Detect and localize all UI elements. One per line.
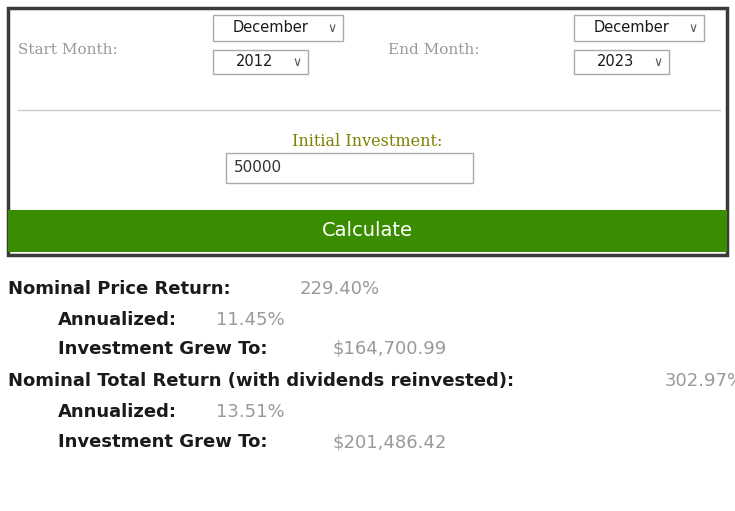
Text: Investment Grew To:: Investment Grew To: bbox=[58, 340, 268, 358]
Text: Nominal Price Return:: Nominal Price Return: bbox=[8, 280, 231, 298]
Text: December: December bbox=[232, 20, 308, 35]
Text: 2012: 2012 bbox=[236, 55, 273, 69]
Text: Calculate: Calculate bbox=[322, 221, 413, 241]
FancyBboxPatch shape bbox=[213, 50, 308, 74]
Text: 302.97%: 302.97% bbox=[665, 372, 735, 390]
Text: 13.51%: 13.51% bbox=[215, 403, 284, 421]
Text: Annualized:: Annualized: bbox=[58, 403, 177, 421]
FancyBboxPatch shape bbox=[226, 153, 473, 183]
FancyBboxPatch shape bbox=[574, 50, 669, 74]
Text: Initial Investment:: Initial Investment: bbox=[292, 133, 442, 150]
Text: Nominal Total Return (with dividends reinvested):: Nominal Total Return (with dividends rei… bbox=[8, 372, 514, 390]
Text: ∨: ∨ bbox=[653, 56, 662, 68]
Text: December: December bbox=[593, 20, 669, 35]
FancyBboxPatch shape bbox=[213, 15, 343, 41]
Text: $201,486.42: $201,486.42 bbox=[332, 433, 447, 451]
Text: Annualized:: Annualized: bbox=[58, 311, 177, 329]
Text: ∨: ∨ bbox=[689, 21, 698, 35]
Text: ∨: ∨ bbox=[293, 56, 301, 68]
Text: 229.40%: 229.40% bbox=[299, 280, 379, 298]
FancyBboxPatch shape bbox=[8, 8, 727, 255]
Text: End Month:: End Month: bbox=[388, 43, 479, 57]
Text: Investment Grew To:: Investment Grew To: bbox=[58, 433, 268, 451]
Text: 2023: 2023 bbox=[597, 55, 634, 69]
FancyBboxPatch shape bbox=[574, 15, 704, 41]
Text: 50000: 50000 bbox=[234, 160, 282, 175]
Text: 11.45%: 11.45% bbox=[215, 311, 284, 329]
Text: $164,700.99: $164,700.99 bbox=[332, 340, 447, 358]
Text: ∨: ∨ bbox=[327, 21, 337, 35]
FancyBboxPatch shape bbox=[8, 210, 727, 252]
Text: Start Month:: Start Month: bbox=[18, 43, 118, 57]
